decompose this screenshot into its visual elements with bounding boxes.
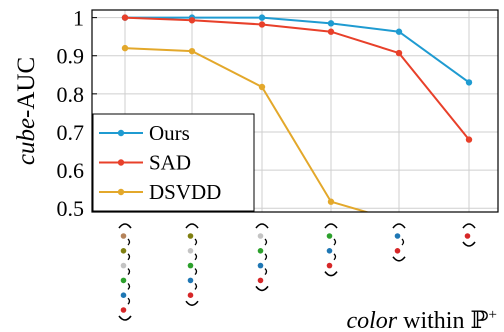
series-dsvdd: [121, 44, 370, 212]
comma-separator: [127, 253, 131, 261]
category-dot: [187, 277, 194, 284]
series-sad: [121, 14, 473, 143]
brace-top: [255, 223, 269, 229]
x-category: [462, 223, 476, 247]
data-point: [258, 83, 266, 91]
legend-label: Ours: [149, 121, 190, 145]
category-dot: [120, 248, 127, 254]
comma-separator: [194, 282, 198, 290]
y-tick-label: 0.5: [57, 196, 85, 221]
comma-separator: [127, 282, 131, 290]
category-dot: [326, 262, 333, 269]
comma-separator: [194, 238, 198, 246]
legend-marker: [117, 188, 125, 196]
comma-separator: [127, 238, 131, 246]
comma-separator: [333, 238, 337, 246]
y-tick-label: 0.9: [57, 44, 85, 69]
y-tick-label: 0.7: [57, 120, 85, 145]
data-point: [465, 136, 473, 143]
brace-bottom: [255, 285, 269, 292]
brace-top: [462, 223, 476, 229]
brace-top: [324, 223, 338, 229]
comma-separator: [401, 238, 405, 246]
y-axis-label: cube-AUC: [13, 57, 40, 165]
data-point: [327, 28, 335, 35]
category-dot: [257, 248, 264, 254]
comma-separator: [264, 253, 268, 261]
data-point: [395, 28, 403, 35]
category-dot: [257, 277, 264, 284]
brace-bottom: [118, 315, 132, 321]
series-line: [125, 16, 470, 84]
x-category: [185, 223, 199, 306]
brace-bottom: [324, 271, 338, 277]
brace-top: [118, 223, 132, 229]
category-dot: [326, 233, 333, 239]
legend-label: SAD: [149, 151, 191, 175]
brace-top: [392, 223, 406, 229]
comma-separator: [127, 268, 131, 276]
plot-frame: [91, 9, 499, 213]
data-point: [188, 17, 196, 24]
category-dot: [394, 233, 401, 239]
comma-separator: [333, 253, 337, 261]
category-dot: [120, 262, 127, 269]
category-dot: [120, 277, 127, 284]
series-layer: [121, 14, 473, 212]
x-category: [118, 223, 132, 321]
category-dot: [187, 248, 194, 254]
y-tick-label: 0.6: [57, 158, 85, 183]
data-point: [188, 47, 196, 55]
data-point: [121, 44, 129, 52]
comma-separator: [194, 268, 198, 276]
legend: Ours SAD DSVDD: [92, 113, 255, 212]
category-dot: [464, 233, 471, 239]
category-dot: [120, 292, 127, 299]
brace-bottom: [185, 300, 199, 306]
category-dot: [257, 262, 264, 269]
category-dot: [187, 292, 194, 299]
data-point: [258, 21, 266, 28]
x-axis-categories: [118, 223, 476, 321]
category-dot: [120, 233, 127, 239]
data-point: [465, 79, 473, 86]
brace-top: [185, 223, 199, 229]
category-dot: [326, 248, 333, 254]
category-dot: [187, 233, 194, 239]
legend-label: DSVDD: [149, 180, 221, 204]
x-category: [255, 223, 269, 292]
legend-marker: [117, 159, 125, 166]
comma-separator: [127, 297, 131, 305]
data-point: [121, 14, 129, 21]
data-point: [395, 49, 403, 57]
x-category: [324, 223, 338, 277]
brace-bottom: [392, 256, 406, 262]
series-line: [124, 16, 470, 141]
data-point: [327, 20, 335, 27]
data-point: [327, 198, 335, 205]
y-axis-ticks: 0.5 0.6 0.7 0.8 0.9 1: [57, 6, 97, 221]
data-point: [258, 14, 266, 21]
category-dot: [257, 233, 264, 239]
comma-separator: [194, 253, 198, 261]
brace-bottom: [462, 241, 476, 247]
x-category: [392, 223, 406, 262]
x-axis-label: color within ℙ+: [346, 307, 497, 332]
legend-marker: [117, 129, 125, 137]
category-dot: [187, 262, 194, 269]
y-tick-label: 1: [73, 6, 84, 31]
y-tick-label: 0.8: [57, 82, 85, 107]
category-dot: [120, 307, 127, 313]
comma-separator: [264, 268, 268, 276]
category-dot: [394, 248, 401, 254]
comma-separator: [264, 238, 268, 246]
